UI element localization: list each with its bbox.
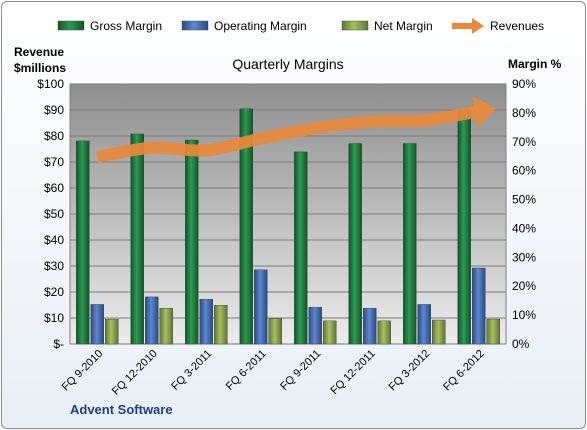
y-left-tick-label: $100 xyxy=(37,77,64,91)
y-left-tick-label: $10 xyxy=(44,311,64,325)
y-left-tick-label: $30 xyxy=(44,259,64,273)
bar-gross-margin xyxy=(457,110,471,345)
bar-operating-margin xyxy=(254,269,268,345)
chart-title: Quarterly Margins xyxy=(232,56,343,72)
bar-net-margin xyxy=(323,320,337,345)
legend-label: Revenues xyxy=(490,19,544,33)
y-left-tick-label: $90 xyxy=(44,103,64,117)
bar-gross-margin xyxy=(239,108,253,345)
y-left-tick-label: $70 xyxy=(44,155,64,169)
x-tick-label: FQ 6-2011 xyxy=(224,348,269,393)
bar-operating-margin xyxy=(308,307,322,345)
bar-net-margin xyxy=(432,319,446,345)
bar-operating-margin xyxy=(145,296,159,345)
bar-operating-margin xyxy=(417,304,431,345)
y-left-label: Revenue xyxy=(14,45,64,59)
x-tick-label: FQ 3-2011 xyxy=(169,348,214,393)
bar-operating-margin xyxy=(90,304,104,345)
y-right-tick-label: 60% xyxy=(512,164,536,178)
bar-operating-margin xyxy=(472,267,486,345)
bar-gross-margin xyxy=(294,151,308,345)
legend-swatch xyxy=(57,20,85,31)
y-right-tick-label: 40% xyxy=(512,221,536,235)
y-right-label: Margin % xyxy=(508,57,562,71)
y-left-tick-label: $60 xyxy=(44,181,64,195)
y-left-tick-label: $40 xyxy=(44,233,64,247)
y-right-tick-label: 20% xyxy=(512,279,536,293)
y-right-tick-label: 30% xyxy=(512,250,536,264)
company-name: Advent Software xyxy=(70,402,173,417)
y-left-tick-label: $20 xyxy=(44,285,64,299)
y-right-tick-label: 50% xyxy=(512,193,536,207)
bar-net-margin xyxy=(486,318,500,345)
legend-swatch xyxy=(341,20,369,31)
x-tick-label: FQ 9-2011 xyxy=(278,348,323,393)
x-tick-label: FQ 12-2011 xyxy=(328,348,377,397)
bar-net-margin xyxy=(377,320,391,345)
y-right-tick-label: 70% xyxy=(512,135,536,149)
bar-gross-margin xyxy=(76,140,90,345)
x-tick-label: FQ 12-2010 xyxy=(110,348,160,398)
bar-operating-margin xyxy=(199,299,213,345)
y-right-tick-label: 0% xyxy=(512,337,530,351)
legend-swatch xyxy=(181,20,209,31)
y-left-label-units: $millions xyxy=(14,61,66,75)
x-tick-label: FQ 9-2010 xyxy=(60,348,106,394)
bar-gross-margin xyxy=(348,143,362,345)
x-tick-label: FQ 3-2012 xyxy=(387,348,433,394)
y-left-tick-label: $- xyxy=(53,337,64,351)
bar-net-margin xyxy=(268,318,282,345)
legend-label: Net Margin xyxy=(374,19,433,33)
legend-label: Operating Margin xyxy=(214,19,307,33)
bar-net-margin xyxy=(105,318,119,345)
revenues-arrowhead xyxy=(472,96,497,128)
y-right-tick-label: 90% xyxy=(512,77,536,91)
legend-label: Gross Margin xyxy=(90,19,162,33)
bar-gross-margin xyxy=(130,133,144,345)
legend-swatch-arrow xyxy=(472,18,484,34)
bar-gross-margin xyxy=(185,139,199,345)
bar-operating-margin xyxy=(363,307,377,345)
bar-gross-margin xyxy=(403,143,417,345)
y-left-tick-label: $80 xyxy=(44,129,64,143)
x-tick-label: FQ 6-2012 xyxy=(441,348,487,394)
y-left-tick-label: $50 xyxy=(44,207,64,221)
bar-net-margin xyxy=(159,307,173,345)
y-right-tick-label: 10% xyxy=(512,308,536,322)
y-right-tick-label: 80% xyxy=(512,106,536,120)
revenues-line xyxy=(96,105,480,163)
bar-net-margin xyxy=(214,305,228,345)
